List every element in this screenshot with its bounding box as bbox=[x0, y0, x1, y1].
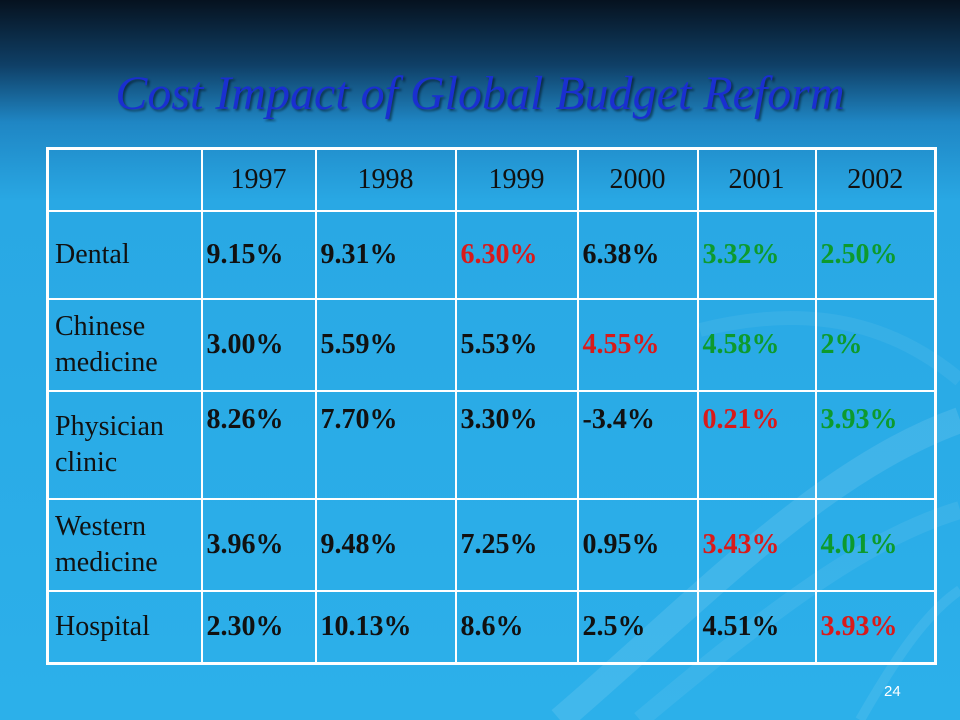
table-row: Hospital 2.30% 10.13% 8.6% 2.5% 4.51% 3.… bbox=[46, 589, 937, 665]
table-cell: 9.15% bbox=[200, 209, 317, 300]
slide-title: Cost Impact of Global Budget Reform bbox=[115, 67, 845, 120]
table-cell: 10.13% bbox=[314, 589, 457, 665]
year-header: 1999 bbox=[454, 147, 579, 212]
table-cell: 8.6% bbox=[454, 589, 579, 665]
table-cell: 3.43% bbox=[696, 497, 817, 592]
page-number: 24 bbox=[884, 683, 901, 700]
cost-impact-table: 1997 1998 1999 2000 2001 2002 Dental 9.1… bbox=[46, 147, 937, 665]
table-cell: 2.50% bbox=[814, 209, 937, 300]
row-label: Physician clinic bbox=[46, 389, 203, 500]
table-cell: 2.30% bbox=[200, 589, 317, 665]
table-cell: 2% bbox=[814, 297, 937, 392]
table-cell: 4.55% bbox=[576, 297, 699, 392]
table-corner-cell bbox=[46, 147, 203, 212]
table-row: Chinese medicine 3.00% 5.59% 5.53% 4.55%… bbox=[46, 297, 937, 392]
table-cell: 3.00% bbox=[200, 297, 317, 392]
table-row: Dental 9.15% 9.31% 6.30% 6.38% 3.32% 2.5… bbox=[46, 209, 937, 300]
table-cell: 4.58% bbox=[696, 297, 817, 392]
table-cell: 3.30% bbox=[454, 389, 579, 500]
table-cell: 5.53% bbox=[454, 297, 579, 392]
table-cell: 3.93% bbox=[814, 589, 937, 665]
table-cell: 0.21% bbox=[696, 389, 817, 500]
table-row: Physician clinic 8.26% 7.70% 3.30% -3.4%… bbox=[46, 389, 937, 500]
table-cell: 9.31% bbox=[314, 209, 457, 300]
year-header: 1998 bbox=[314, 147, 457, 212]
table-header-row: 1997 1998 1999 2000 2001 2002 bbox=[46, 147, 937, 212]
year-header: 1997 bbox=[200, 147, 317, 212]
table-cell: 7.70% bbox=[314, 389, 457, 500]
table-cell: 2.5% bbox=[576, 589, 699, 665]
row-label: Dental bbox=[46, 209, 203, 300]
table-cell: 5.59% bbox=[314, 297, 457, 392]
table-cell: 3.32% bbox=[696, 209, 817, 300]
row-label: Chinese medicine bbox=[46, 297, 203, 392]
table-cell: 3.96% bbox=[200, 497, 317, 592]
row-label: Hospital bbox=[46, 589, 203, 665]
table-cell: 7.25% bbox=[454, 497, 579, 592]
table-cell: 4.01% bbox=[814, 497, 937, 592]
table-cell: 6.30% bbox=[454, 209, 579, 300]
table-cell: 4.51% bbox=[696, 589, 817, 665]
table-cell: 6.38% bbox=[576, 209, 699, 300]
table-cell: 8.26% bbox=[200, 389, 317, 500]
table-cell: 0.95% bbox=[576, 497, 699, 592]
year-header: 2002 bbox=[814, 147, 937, 212]
row-label: Western medicine bbox=[46, 497, 203, 592]
table-row: Western medicine 3.96% 9.48% 7.25% 0.95%… bbox=[46, 497, 937, 592]
year-header: 2001 bbox=[696, 147, 817, 212]
year-header: 2000 bbox=[576, 147, 699, 212]
table-cell: 3.93% bbox=[814, 389, 937, 500]
table-cell: 9.48% bbox=[314, 497, 457, 592]
table-cell: -3.4% bbox=[576, 389, 699, 500]
